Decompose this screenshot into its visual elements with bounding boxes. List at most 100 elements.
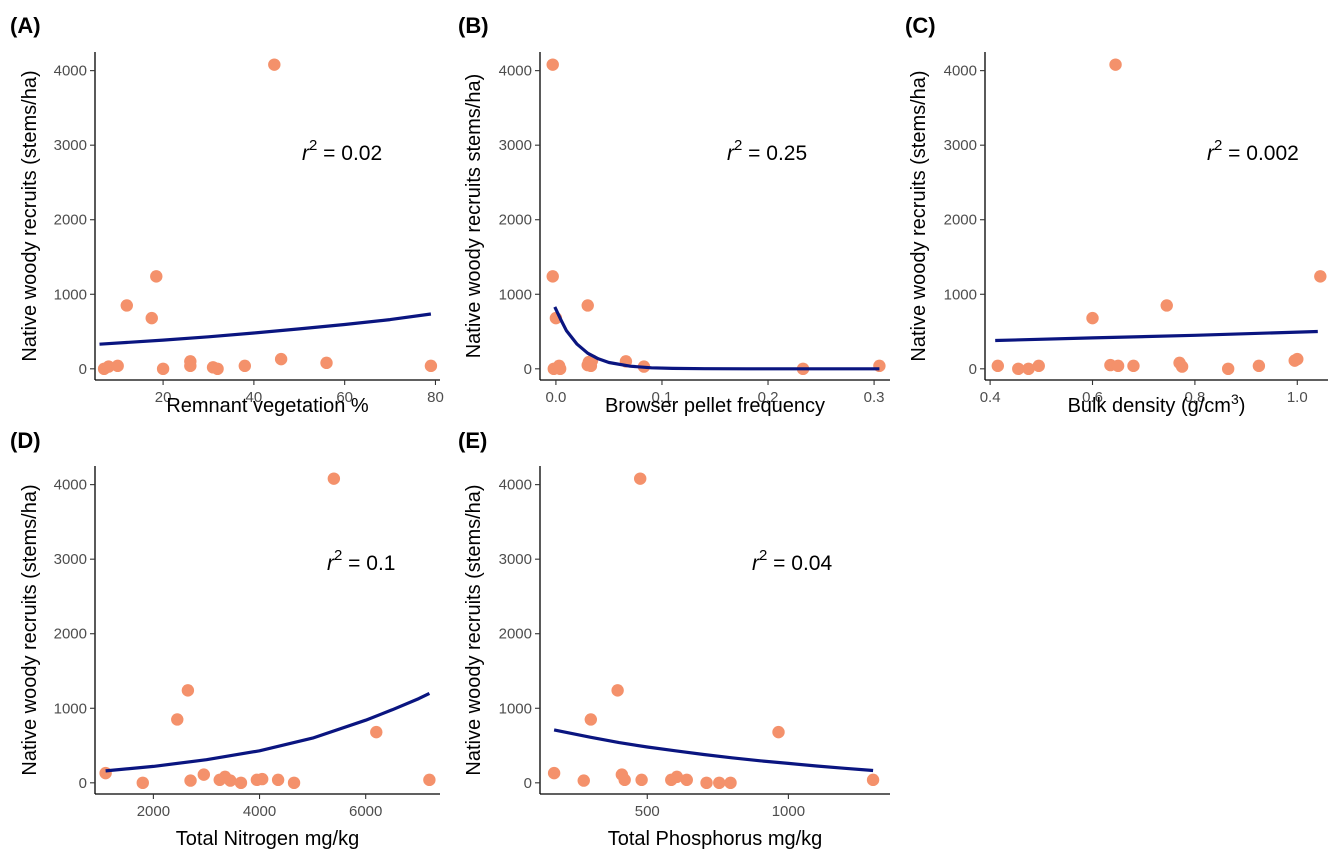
data-point	[171, 713, 184, 726]
data-point	[320, 356, 333, 370]
x-tick-label: 20	[155, 389, 172, 406]
data-point	[700, 776, 713, 790]
y-tick-label: 4000	[499, 477, 532, 494]
data-point	[680, 773, 693, 787]
data-point	[327, 472, 341, 485]
data-point	[1086, 311, 1099, 325]
r-equals: =	[767, 552, 791, 575]
fit-line	[553, 728, 874, 773]
data-point	[1160, 299, 1173, 312]
y-tick-label: 3000	[944, 137, 977, 154]
y-tick-label: 0	[524, 775, 532, 792]
data-point	[1314, 270, 1327, 283]
data-point	[268, 58, 281, 71]
y-tick-label: 4000	[54, 477, 87, 494]
y-tick-label: 3000	[54, 551, 87, 568]
data-point	[618, 773, 631, 787]
data-point	[1127, 359, 1140, 373]
x-axis-title: Remnant vegetation %	[166, 395, 369, 417]
data-point	[634, 472, 647, 485]
r-symbol: r	[1207, 142, 1215, 165]
x-axis-title-superscript: 3	[1231, 391, 1239, 407]
r-squared-annotation: r2 = 0.04	[752, 547, 832, 575]
x-tick-label: 0.1	[652, 389, 673, 406]
panel-5: (E) 0 1000 2000 3000 4000 500 1000 Native woody …	[458, 428, 890, 850]
x-tick-label: 60	[336, 389, 353, 406]
r-squared-value: 0.02	[341, 142, 382, 165]
data-point	[197, 768, 211, 781]
data-point	[120, 299, 133, 312]
data-point	[255, 772, 269, 786]
x-axis-title: Total Nitrogen mg/kg	[176, 828, 359, 850]
x-tick-label: 0.0	[545, 389, 566, 406]
y-axis-title: Native woody recruits (stems/ha)	[463, 484, 485, 775]
r-squared-annotation: r2 = 0.002	[1207, 137, 1299, 165]
panel-letter: (C)	[905, 13, 936, 38]
data-point	[724, 776, 737, 790]
panel-1: (A) 0 1000 2000 3000 4000 20 40 60 80 Native woody…	[10, 13, 444, 417]
panel-letter: (B)	[458, 13, 489, 38]
r-squared-annotation: r2 = 0.25	[727, 137, 807, 165]
data-point	[1022, 362, 1035, 376]
y-tick-label: 3000	[54, 137, 87, 154]
data-point	[670, 770, 684, 784]
x-tick-label: 0.6	[1082, 389, 1103, 406]
fit-line	[99, 312, 432, 346]
fit-line	[105, 691, 431, 773]
y-tick-label: 1000	[944, 286, 977, 303]
data-point	[772, 725, 785, 739]
data-point	[150, 270, 163, 283]
x-tick-label: 0.3	[864, 389, 885, 406]
r-equals: =	[742, 142, 766, 165]
x-tick-label: 40	[246, 389, 263, 406]
x-tick-label: 6000	[349, 803, 382, 820]
r-equals: =	[317, 142, 341, 165]
y-tick-label: 2000	[54, 626, 87, 643]
data-point	[713, 776, 726, 790]
data-point	[1291, 352, 1304, 366]
data-point	[111, 359, 124, 373]
data-point	[546, 58, 559, 71]
fit-line	[553, 306, 880, 371]
x-axis-title: Bulk density (g/cm3)	[1068, 391, 1246, 417]
panel-3: (C) 0 1000 2000 3000 4000 0.4 0.6 0.8 1.0 Native w…	[905, 13, 1328, 417]
y-tick-label: 0	[969, 361, 977, 378]
panel-2: (B) 0 1000 2000 3000 4000 0.0 0.1 0.2 0.3 Native w…	[458, 13, 890, 417]
x-tick-label: 0.2	[758, 389, 779, 406]
data-point	[1221, 362, 1235, 376]
x-axis-title-tail: )	[1239, 395, 1246, 417]
x-axis-title-main: Bulk density (g/cm	[1068, 395, 1231, 417]
y-tick-label: 2000	[944, 212, 977, 229]
data-point	[581, 299, 594, 312]
data-point	[1252, 359, 1266, 373]
y-tick-label: 1000	[499, 286, 532, 303]
data-point	[156, 362, 170, 376]
r-symbol: r	[327, 552, 335, 575]
x-tick-label: 500	[635, 803, 660, 820]
data-point	[145, 311, 158, 325]
data-point	[611, 684, 624, 697]
y-tick-label: 0	[79, 361, 87, 378]
data-point	[271, 773, 285, 787]
data-point	[991, 359, 1004, 373]
data-point	[577, 774, 590, 787]
data-point	[1012, 362, 1025, 376]
data-point	[1032, 359, 1045, 373]
y-tick-label: 4000	[499, 63, 532, 80]
data-point	[866, 773, 880, 787]
data-point	[546, 270, 559, 283]
data-point	[274, 352, 288, 366]
data-point	[1111, 359, 1125, 373]
panel-4: (D) 0 1000 2000 3000 4000 2000 4000 6000 Native w…	[10, 428, 440, 850]
data-point	[635, 773, 648, 787]
r-exponent: 2	[759, 547, 767, 564]
y-axis-title: Native woody recruits (stems/ha)	[19, 484, 41, 775]
r-exponent: 2	[734, 137, 742, 154]
y-tick-label: 1000	[54, 700, 87, 717]
y-axis-title: Native woody recruits (stems/ha)	[19, 70, 41, 361]
r-exponent: 2	[334, 547, 342, 564]
fit-line	[995, 329, 1318, 343]
r-equals: =	[342, 552, 366, 575]
y-tick-label: 4000	[54, 63, 87, 80]
data-point	[181, 684, 195, 697]
